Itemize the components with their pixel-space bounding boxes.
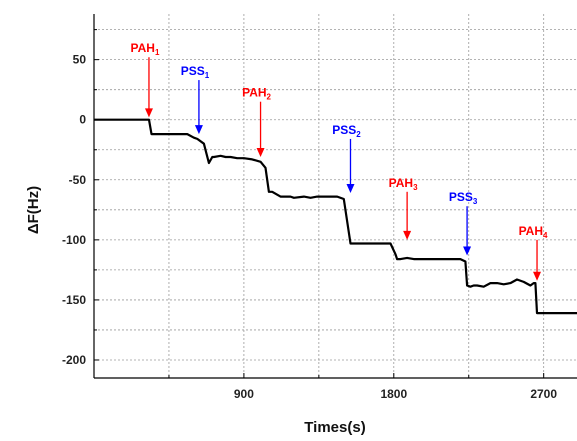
annotation: PSS2 [332, 123, 361, 193]
y-tick-label: 50 [73, 53, 87, 67]
axis-ticks: 50 0 -50 -100 -150 -200 900 1800 2700 [62, 29, 557, 401]
annotation: PAH4 [519, 224, 548, 281]
annotation-arrow-head [144, 108, 153, 118]
y-tick-label: -50 [69, 173, 87, 187]
annotation-label: PAH2 [242, 86, 271, 102]
y-tick-label: -100 [62, 233, 86, 247]
annotation-arrow-head [194, 125, 203, 135]
y-tick-label: 0 [79, 113, 86, 127]
annotation: PSS1 [181, 64, 210, 135]
annotation-label: PSS2 [332, 123, 361, 139]
annotation-label: PAH4 [519, 224, 548, 240]
annotation-label: PAH3 [389, 176, 418, 192]
annotation-arrow-head [346, 183, 355, 193]
annotation-subscript: 1 [205, 71, 210, 80]
x-tick-label: 2700 [530, 387, 557, 401]
plot-frame [93, 14, 577, 379]
annotation-layer: PAH1 PSS1 PAH2 PSS2 PAH3 PSS3 PAH4 [131, 41, 548, 281]
series-line [94, 118, 577, 315]
annotation: PAH1 [131, 41, 160, 118]
y-axis-label: ΔF(Hz) [25, 186, 42, 234]
annotation-subscript: 2 [267, 93, 272, 102]
annotation-arrow-head [463, 246, 472, 256]
annotation: PSS3 [449, 190, 478, 256]
series-layer [94, 118, 577, 315]
y-tick-label: -150 [62, 293, 86, 307]
annotation-subscript: 1 [155, 48, 160, 57]
annotation-subscript: 3 [473, 197, 478, 206]
annotation-subscript: 2 [356, 130, 361, 139]
x-axis-label: Times(s) [304, 419, 365, 436]
annotation-arrow-head [256, 147, 265, 157]
annotation-label: PSS3 [449, 190, 478, 206]
annotation-subscript: 3 [413, 183, 418, 192]
annotation: PAH2 [242, 86, 272, 157]
annotation-label: PSS1 [181, 64, 210, 80]
annotation: PAH3 [389, 176, 418, 240]
x-tick-label: 1800 [380, 387, 407, 401]
y-tick-label: -200 [62, 353, 86, 367]
x-tick-label: 900 [234, 387, 254, 401]
annotation-arrow-head [533, 271, 542, 281]
annotation-subscript: 4 [543, 231, 548, 240]
annotation-label: PAH1 [131, 41, 160, 57]
annotation-arrow-head [403, 230, 412, 240]
